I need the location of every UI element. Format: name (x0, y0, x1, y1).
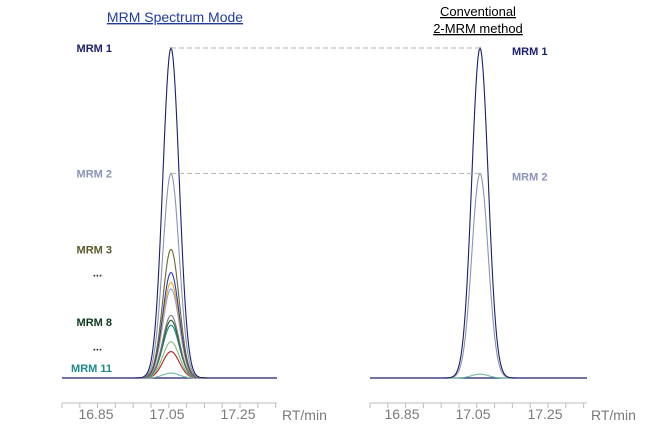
mrm-label: MRM 2 (512, 171, 547, 183)
x-tick-label: 17.25 (527, 406, 562, 422)
left-chart-title: MRM Spectrum Mode (107, 9, 243, 25)
mrm-label: MRM 1 (77, 43, 112, 55)
left-chart-panel: 16.85 17.05 17.25 MRM 1 MRM 2 MRM 3... MRM 8..… (61, 43, 277, 422)
x-tick-label: 17.25 (220, 406, 255, 422)
peak-trace-2 (370, 172, 587, 379)
mrm-label: ... (93, 342, 102, 354)
mrm-label: MRM 8 (77, 317, 112, 329)
right-x-axis-unit: RT/min (591, 407, 636, 423)
right-chart-title-line2: 2-MRM method (433, 21, 523, 36)
left-x-axis-unit: RT/min (282, 407, 327, 423)
dashed-connector-lines (171, 47, 480, 174)
mrm-label: MRM 3 (77, 244, 112, 256)
peak-trace-1 (62, 46, 277, 379)
x-tick-label: 17.05 (149, 406, 184, 422)
mrm-label: MRM 11 (71, 363, 112, 375)
x-tick-label: 16.85 (78, 406, 113, 422)
right-chart-title-line1: Conventional (440, 4, 516, 19)
x-tick-label: 16.85 (384, 406, 419, 422)
right-chart-panel: 16.85 17.05 17.25 MRM 1 MRM 2 (369, 46, 587, 422)
peak-trace-1 (370, 46, 587, 379)
x-tick-label: 17.05 (455, 406, 490, 422)
mrm-label: MRM 2 (77, 168, 112, 180)
mrm-label: MRM 1 (512, 46, 547, 58)
mrm-label: ... (93, 267, 102, 279)
